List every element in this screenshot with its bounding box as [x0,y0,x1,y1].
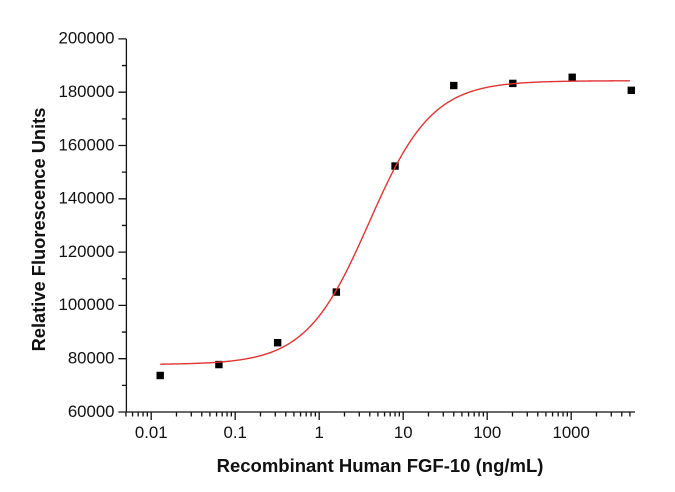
svg-text:200000: 200000 [59,29,115,48]
svg-text:10: 10 [394,423,413,442]
svg-text:1000: 1000 [553,423,590,442]
svg-text:Relative Fluorescence Units: Relative Fluorescence Units [28,108,49,352]
svg-text:1: 1 [315,423,324,442]
svg-text:140000: 140000 [59,189,115,208]
svg-text:100: 100 [473,423,501,442]
svg-text:180000: 180000 [59,82,115,101]
svg-text:0.01: 0.01 [135,423,168,442]
svg-text:100000: 100000 [59,295,115,314]
svg-text:60000: 60000 [68,402,115,421]
svg-text:120000: 120000 [59,242,115,261]
svg-text:160000: 160000 [59,135,115,154]
svg-text:0.1: 0.1 [224,423,247,442]
svg-text:80000: 80000 [68,349,115,368]
svg-text:Recombinant Human FGF-10 (ng/m: Recombinant Human FGF-10 (ng/mL) [217,455,544,476]
